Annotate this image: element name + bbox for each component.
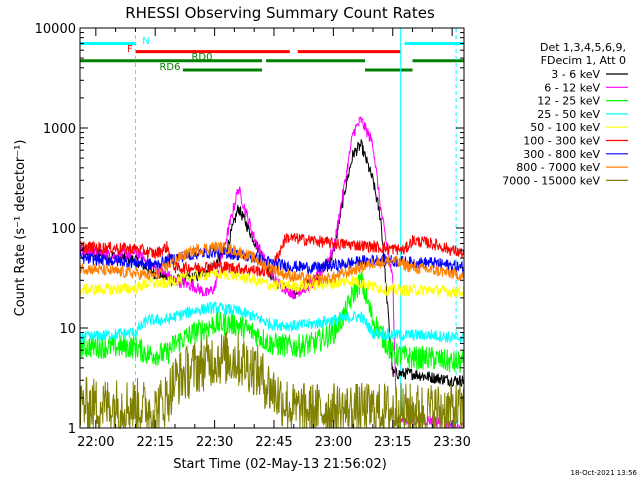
plot-frame xyxy=(79,27,465,429)
legend-label-4: 50 - 100 keV xyxy=(530,121,600,134)
series-line-3 xyxy=(79,300,465,344)
flag-label-1: F xyxy=(127,44,133,55)
series-line-2 xyxy=(79,271,465,374)
legend-header-line-1: Det 1,3,4,5,6,9, xyxy=(540,41,626,54)
x-tick-label-2: 22:30 xyxy=(196,435,233,450)
legend-label-0: 3 - 6 keV xyxy=(551,68,600,81)
x-tick-label-4: 23:00 xyxy=(315,435,352,450)
y-tick-label-4: 10000 xyxy=(35,22,76,37)
y-tick-label-1: 10 xyxy=(59,322,76,337)
flag-label-2: RD0 xyxy=(191,52,212,63)
legend-label-1: 6 - 12 keV xyxy=(544,81,600,94)
legend-label-2: 12 - 25 keV xyxy=(537,95,600,108)
flag-label-3: RD6 xyxy=(159,62,180,73)
x-tick-label-5: 23:15 xyxy=(374,435,411,450)
y-tick-label-2: 100 xyxy=(51,222,76,237)
legend-label-7: 800 - 7000 keV xyxy=(516,161,600,174)
legend-label-8: 7000 - 15000 keV xyxy=(502,174,600,187)
legend: Det 1,3,4,5,6,9, FDecim 1, Att 0 3 - 6 k… xyxy=(502,41,628,187)
legend-header-line-2: FDecim 1, Att 0 xyxy=(541,54,626,67)
legend-label-3: 25 - 50 keV xyxy=(537,108,600,121)
x-axis-label: Start Time (02-May-13 21:56:02) xyxy=(173,457,387,472)
x-tick-label-1: 22:15 xyxy=(136,435,173,450)
chart-title: RHESSI Observing Summary Count Rates xyxy=(125,4,435,22)
series-line-7 xyxy=(79,240,465,286)
series-line-4 xyxy=(79,268,465,298)
series-group xyxy=(79,115,465,430)
y-tick-label-3: 1000 xyxy=(43,122,76,137)
legend-label-6: 300 - 800 keV xyxy=(523,148,600,161)
timestamp: 18-Oct-2021 13:56 xyxy=(571,469,638,477)
legend-label-5: 100 - 300 keV xyxy=(523,135,600,148)
y-axis-label: Count Rate (s⁻¹ detector⁻¹) xyxy=(13,140,28,317)
x-tick-label-0: 22:00 xyxy=(77,435,114,450)
series-line-1 xyxy=(79,115,464,429)
y-tick-label-0: 1 xyxy=(68,422,76,437)
x-tick-label-6: 23:30 xyxy=(433,435,470,450)
flag-bars: NF RD0 RD6 xyxy=(80,36,464,73)
axes: 22:00 22:15 22:30 22:45 23:00 23:15 23:30 1 10 10… xyxy=(35,22,471,450)
x-tick-label-3: 22:45 xyxy=(255,435,292,450)
flag-label-0: N xyxy=(142,36,149,47)
